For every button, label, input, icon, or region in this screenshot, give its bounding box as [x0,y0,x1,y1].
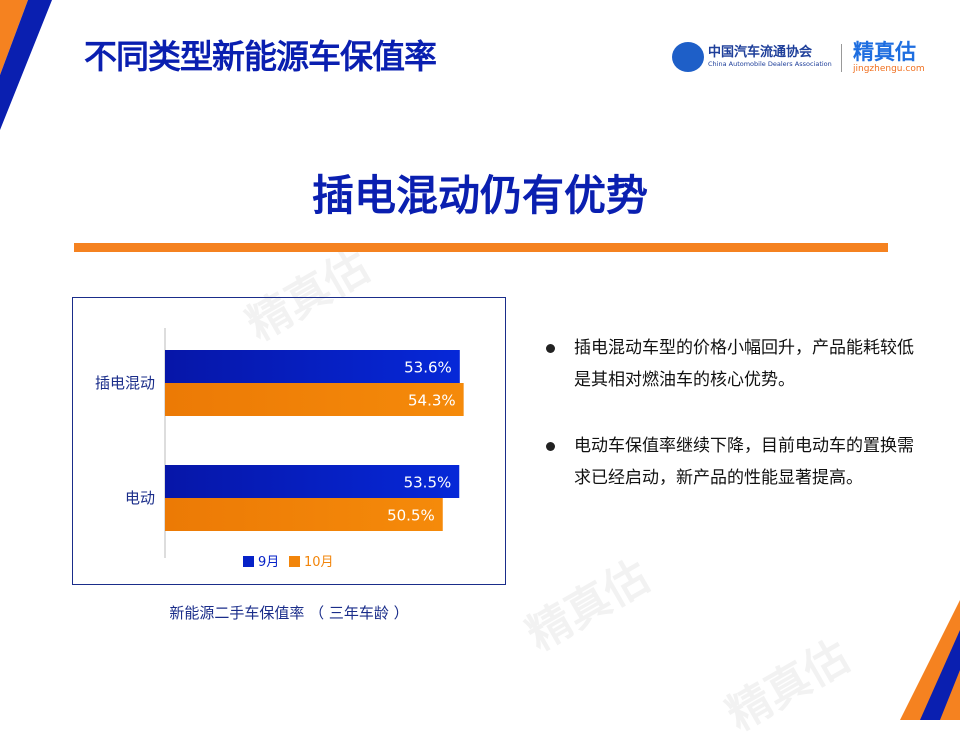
logo-divider [841,44,842,72]
corner-decoration-bottom-right [900,600,960,720]
association-name-en: China Automobile Dealers Association [708,59,832,68]
watermark: 精真估 [718,630,859,741]
watermark: 精真估 [518,550,659,661]
bullet-item: 电动车保值率继续下降，目前电动车的置换需求已经启动，新产品的性能显著提高。 [546,430,926,494]
bullet-icon [546,344,555,353]
headline-divider [74,243,888,252]
chart-frame: 插电混动 53.6% 54.3% 电动 53.5% 50.5% 9月 10月 [72,297,506,585]
bullet-icon [546,442,555,451]
data-label: 53.6% [404,359,452,377]
bar [165,350,460,383]
legend-label: 10月 [304,555,334,570]
category-label: 电动 [125,489,155,507]
chart-caption: 新能源二手车保值率 （ 三年车龄 ） [169,604,409,622]
bar [165,383,464,416]
headline: 插电混动仍有优势 [311,171,648,220]
legend-swatch [243,556,254,567]
association-logo: 中国汽车流通协会 China Automobile Dealers Associ… [672,42,832,72]
corner-decoration-top-left [0,0,52,130]
cada-logo-icon [672,42,704,72]
bar [165,465,460,498]
data-label: 53.5% [404,474,452,492]
brand-logo: 精真估 jingzhengu.com [853,40,925,74]
bullet-item: 插电混动车型的价格小幅回升，产品能耗较低是其相对燃油车的核心优势。 [546,332,926,396]
category-label: 插电混动 [95,374,155,392]
brand-url: jingzhengu.com [853,64,925,74]
data-label: 54.3% [408,392,456,410]
bar-chart: 插电混动 53.6% 54.3% 电动 53.5% 50.5% 9月 10月 [95,328,464,570]
bullet-text: 电动车保值率继续下降，目前电动车的置换需求已经启动，新产品的性能显著提高。 [574,436,914,488]
data-label: 50.5% [387,507,435,525]
legend-label: 9月 [258,555,279,570]
brand-name: 精真估 [853,40,916,64]
association-name-cn: 中国汽车流通协会 [708,44,813,60]
legend-swatch [289,556,300,567]
bullet-list: 插电混动车型的价格小幅回升，产品能耗较低是其相对燃油车的核心优势。 电动车保值率… [546,332,926,528]
bar [165,498,443,531]
page-title: 不同类型新能源车保值率 [84,37,437,76]
bullet-text: 插电混动车型的价格小幅回升，产品能耗较低是其相对燃油车的核心优势。 [574,338,914,390]
